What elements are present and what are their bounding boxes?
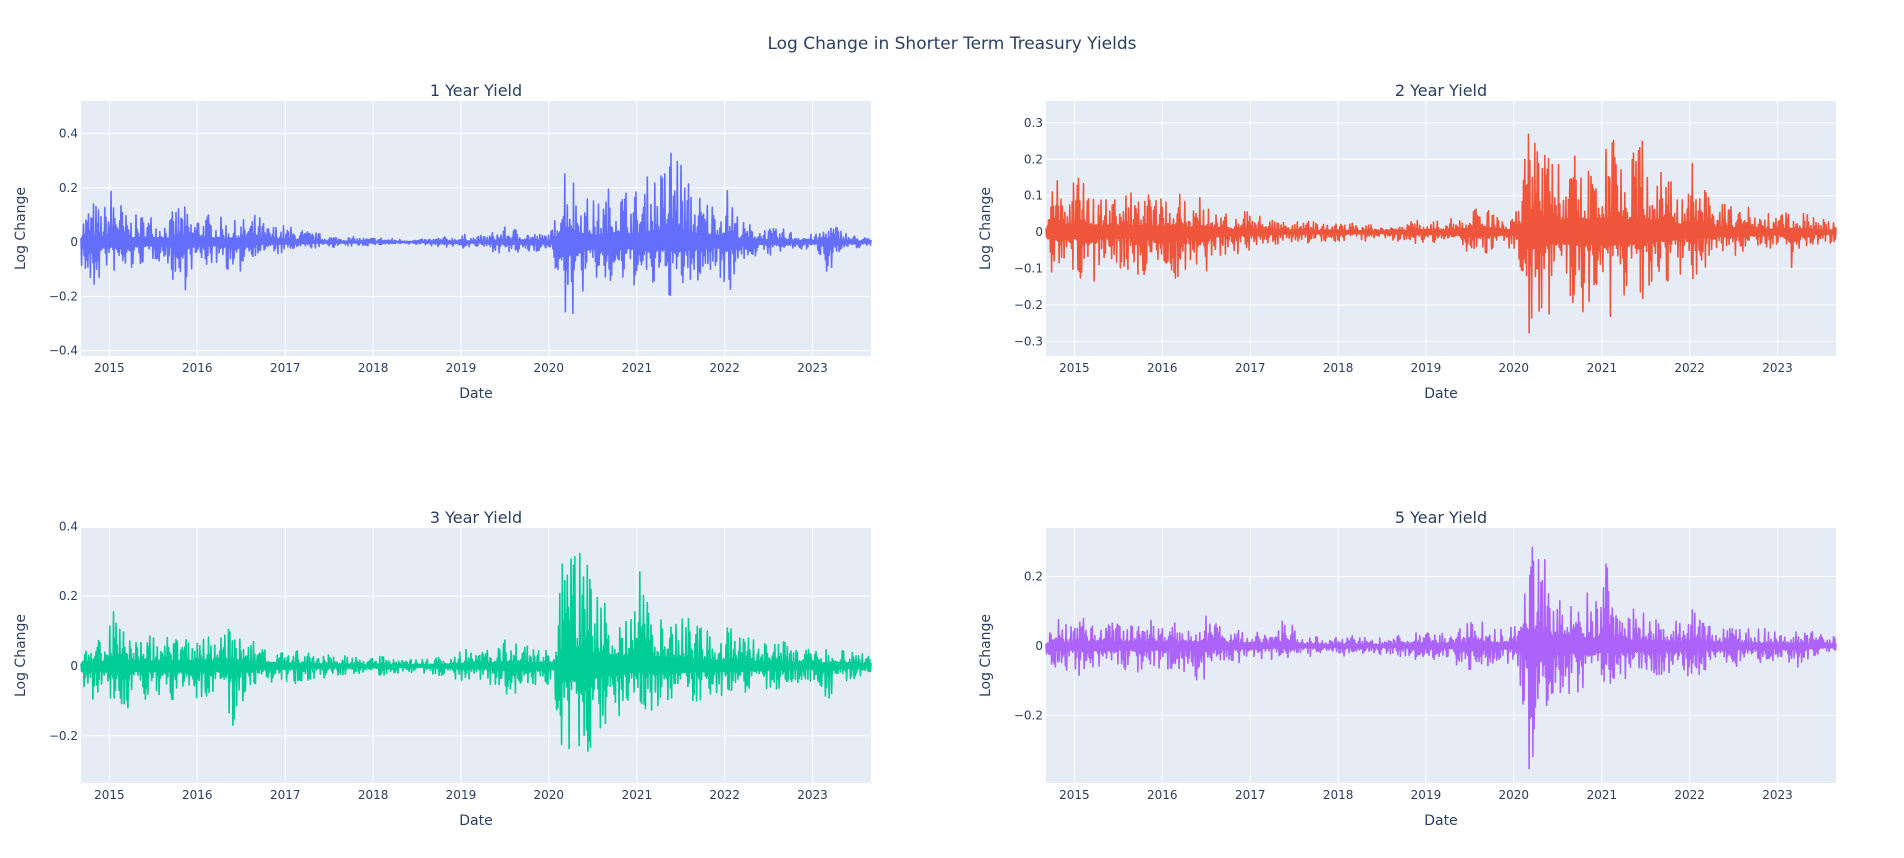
x-tick-label: 2020 bbox=[534, 788, 565, 802]
x-tick-label: 2019 bbox=[446, 361, 477, 375]
x-tick-label: 2018 bbox=[1323, 361, 1354, 375]
plot-area bbox=[81, 101, 871, 356]
x-tick-label: 2021 bbox=[1587, 361, 1618, 375]
y-tick-label: −0.3 bbox=[1014, 334, 1043, 348]
y-tick-label: 0.1 bbox=[1024, 189, 1043, 203]
y-tick-label: −0.4 bbox=[49, 344, 78, 358]
y-tick-label: 0.2 bbox=[1024, 570, 1043, 584]
tick-labels: 2015 2016 2017 2018 2019 2020 2021 2022 2023 −0.3… bbox=[1014, 116, 1793, 375]
x-tick-label: 2019 bbox=[1411, 361, 1442, 375]
panel-2-year-yield: 2015 2016 2017 2018 2019 2020 2021 2022 2023 −0.3… bbox=[978, 81, 1837, 402]
y-tick-label: −0.2 bbox=[49, 729, 78, 743]
y-tick-label: 0.4 bbox=[59, 519, 78, 533]
x-axis-title: Date bbox=[1424, 813, 1457, 829]
x-tick-label: 2023 bbox=[797, 361, 828, 375]
panel-5-year-yield: 2015 2016 2017 2018 2019 2020 2021 2022 2023 −0.2… bbox=[978, 508, 1837, 829]
subplot-title: 3 Year Yield bbox=[430, 508, 522, 527]
series-line-5-year-yield bbox=[1045, 546, 1837, 770]
y-tick-label: 0 bbox=[70, 235, 78, 249]
x-tick-label: 2018 bbox=[358, 788, 389, 802]
tick-labels: 2015 2016 2017 2018 2019 2020 2021 2022 2023 −0.2… bbox=[49, 519, 828, 802]
series-line bbox=[1045, 546, 1837, 770]
y-tick-label: −0.1 bbox=[1014, 262, 1043, 276]
series-line-3-year-yield bbox=[80, 552, 872, 752]
x-tick-label: 2020 bbox=[1499, 361, 1530, 375]
x-tick-label: 2019 bbox=[1411, 788, 1442, 802]
y-tick-label: −0.2 bbox=[1014, 708, 1043, 722]
series-line bbox=[80, 152, 872, 314]
x-tick-label: 2023 bbox=[1762, 361, 1793, 375]
subplot-title: 5 Year Yield bbox=[1395, 508, 1487, 527]
x-axis-title: Date bbox=[459, 386, 492, 402]
plot-area bbox=[1046, 528, 1836, 783]
subplot-title: 2 Year Yield bbox=[1395, 81, 1487, 100]
x-tick-label: 2016 bbox=[1147, 361, 1178, 375]
y-tick-label: −0.2 bbox=[49, 289, 78, 303]
x-tick-label: 2015 bbox=[94, 788, 125, 802]
y-tick-label: 0 bbox=[1035, 225, 1043, 239]
x-axis-title: Date bbox=[459, 813, 492, 829]
series-line-1-year-yield bbox=[80, 152, 872, 314]
x-tick-label: 2023 bbox=[797, 788, 828, 802]
y-axis-title: Log Change bbox=[13, 187, 29, 270]
x-tick-label: 2015 bbox=[1059, 361, 1090, 375]
x-tick-label: 2021 bbox=[622, 361, 653, 375]
y-tick-label: 0.2 bbox=[59, 589, 78, 603]
x-tick-label: 2017 bbox=[270, 788, 301, 802]
y-axis-title: Log Change bbox=[13, 614, 29, 697]
x-tick-label: 2015 bbox=[94, 361, 125, 375]
subplot-title: 1 Year Yield bbox=[430, 81, 522, 100]
x-tick-label: 2017 bbox=[1235, 361, 1266, 375]
x-tick-label: 2022 bbox=[709, 788, 740, 802]
y-axis-title: Log Change bbox=[978, 187, 994, 270]
x-tick-label: 2020 bbox=[534, 361, 565, 375]
y-tick-label: 0 bbox=[1035, 639, 1043, 653]
panel-1-year-yield: 2015 2016 2017 2018 2019 2020 2021 2022 2023 −0.4… bbox=[13, 81, 872, 402]
x-tick-label: 2018 bbox=[1323, 788, 1354, 802]
x-tick-label: 2016 bbox=[1147, 788, 1178, 802]
y-axis-title: Log Change bbox=[978, 614, 994, 697]
x-tick-label: 2016 bbox=[182, 361, 213, 375]
x-tick-label: 2020 bbox=[1499, 788, 1530, 802]
x-tick-label: 2017 bbox=[270, 361, 301, 375]
x-tick-label: 2023 bbox=[1762, 788, 1793, 802]
x-tick-label: 2022 bbox=[1674, 361, 1705, 375]
panel-3-year-yield: 2015 2016 2017 2018 2019 2020 2021 2022 2023 −0.2… bbox=[13, 508, 872, 829]
x-tick-label: 2015 bbox=[1059, 788, 1090, 802]
y-tick-label: 0.2 bbox=[59, 181, 78, 195]
x-tick-label: 2021 bbox=[622, 788, 653, 802]
x-tick-label: 2022 bbox=[1674, 788, 1705, 802]
y-tick-label: 0.4 bbox=[59, 127, 78, 141]
x-tick-label: 2017 bbox=[1235, 788, 1266, 802]
x-tick-label: 2016 bbox=[182, 788, 213, 802]
y-tick-label: 0.2 bbox=[1024, 152, 1043, 166]
y-tick-label: −0.2 bbox=[1014, 298, 1043, 312]
tick-labels: 2015 2016 2017 2018 2019 2020 2021 2022 2023 −0.2… bbox=[1014, 570, 1793, 802]
x-tick-label: 2022 bbox=[709, 361, 740, 375]
x-tick-label: 2018 bbox=[358, 361, 389, 375]
chart-title: Log Change in Shorter Term Treasury Yiel… bbox=[767, 34, 1136, 54]
series-line-2-year-yield bbox=[1045, 133, 1837, 334]
series-line bbox=[80, 552, 872, 752]
tick-labels: 2015 2016 2017 2018 2019 2020 2021 2022 2023 −0.4… bbox=[49, 127, 828, 375]
x-tick-label: 2021 bbox=[1587, 788, 1618, 802]
y-tick-label: 0 bbox=[70, 659, 78, 673]
series-line bbox=[1045, 133, 1837, 334]
y-tick-label: 0.3 bbox=[1024, 116, 1043, 130]
x-axis-title: Date bbox=[1424, 386, 1457, 402]
x-tick-label: 2019 bbox=[446, 788, 477, 802]
